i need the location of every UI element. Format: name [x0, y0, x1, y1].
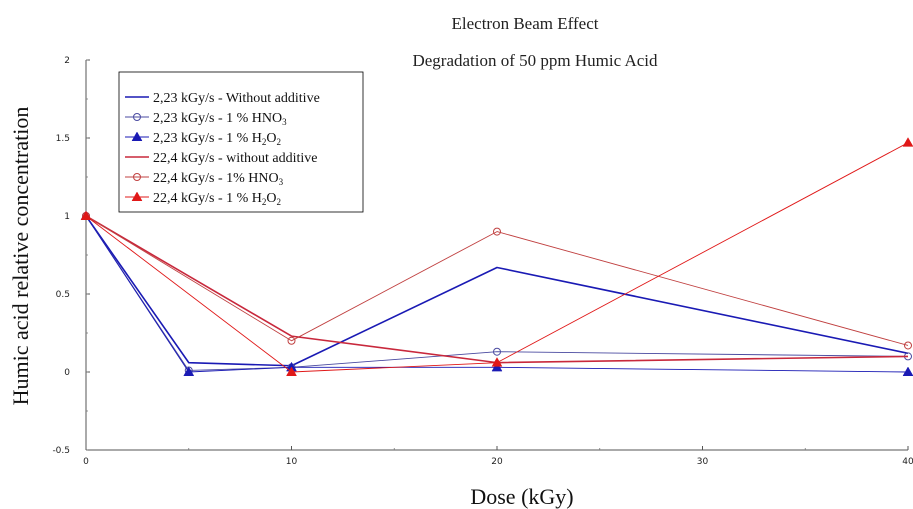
legend-item: 22,4 kGy/s - 1% HNO3 — [125, 171, 284, 187]
legend-swatch-marker — [131, 191, 143, 201]
chart-subtitle: Degradation of 50 ppm Humic Acid — [412, 51, 658, 70]
series-line — [85, 142, 909, 373]
data-point — [491, 357, 503, 367]
y-tick-label: 0.5 — [56, 290, 70, 300]
x-tick-label: 30 — [697, 457, 709, 467]
legend-items: 2,23 kGy/s - Without additive 2,23 kGy/s … — [125, 91, 320, 207]
series-line — [85, 215, 909, 364]
series-line — [85, 215, 909, 371]
legend-label: 22,4 kGy/s - 1% HNO3 — [153, 171, 284, 187]
legend-label: 2,23 kGy/s - 1 % HNO3 — [153, 111, 287, 127]
data-point — [286, 366, 297, 376]
data-point — [902, 366, 913, 376]
y-tick-label: -0.5 — [52, 446, 70, 456]
data-point — [491, 361, 503, 372]
x-tick-label: 40 — [902, 457, 913, 467]
legend-item: 2,23 kGy/s - Without additive — [125, 91, 320, 106]
y-axis-label: Humic acid relative concentration — [8, 107, 33, 406]
series-2 — [82, 212, 912, 375]
series-6 — [80, 137, 913, 376]
legend-box — [118, 71, 364, 213]
legend-label: 2,23 kGy/s - Without additive — [153, 91, 320, 106]
legend-swatch-marker — [133, 113, 141, 121]
series-3 — [80, 210, 913, 376]
x-axis-label: Dose (kGy) — [470, 484, 573, 509]
series-line — [85, 215, 909, 346]
y-ticks: -0.5 0 0.5 1 1.5 2 — [52, 56, 90, 456]
legend-item: 2,23 kGy/s - 1 % H2O2 — [125, 131, 281, 147]
y-tick-label: 0 — [64, 368, 70, 378]
x-ticks: 0 10 20 30 40 — [83, 446, 913, 467]
data-point — [183, 366, 195, 376]
chart-title: Electron Beam Effect — [452, 14, 599, 33]
series-4 — [85, 215, 909, 364]
data-point — [904, 341, 912, 350]
legend-label: 2,23 kGy/s - 1 % H2O2 — [153, 131, 281, 147]
legend-item: 22,4 kGy/s - without additive — [125, 151, 318, 166]
legend: 2,23 kGy/s - Without additive 2,23 kGy/s … — [118, 71, 364, 213]
y-tick-label: 2 — [64, 56, 70, 66]
x-tick-label: 20 — [491, 457, 503, 467]
legend-item: 2,23 kGy/s - 1 % HNO3 — [125, 111, 287, 127]
x-tick-label: 10 — [286, 457, 298, 467]
data-point — [493, 227, 501, 236]
legend-label: 22,4 kGy/s - 1 % H2O2 — [153, 191, 281, 207]
data-point — [493, 347, 501, 356]
legend-swatch-marker — [131, 131, 143, 141]
legend-swatch-marker — [133, 173, 141, 181]
series-layer — [80, 137, 913, 376]
legend-label: 22,4 kGy/s - without additive — [153, 151, 318, 166]
legend-item: 22,4 kGy/s - 1 % H2O2 — [125, 191, 281, 207]
data-point — [902, 137, 913, 147]
data-point — [287, 336, 296, 345]
x-tick-label: 0 — [83, 457, 89, 467]
y-tick-label: 1.5 — [56, 134, 70, 144]
data-point — [80, 210, 92, 220]
y-tick-label: 1 — [64, 212, 70, 222]
